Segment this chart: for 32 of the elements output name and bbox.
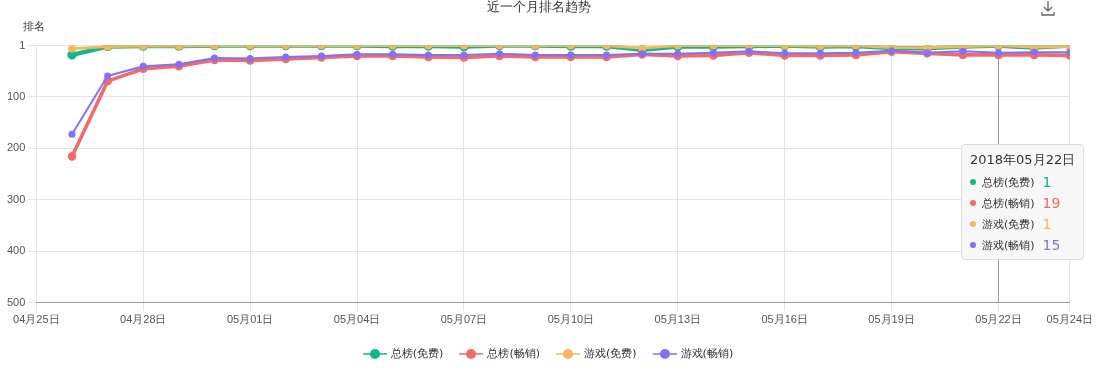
x-tick-label: 05月04日 [333,313,381,326]
x-tick-label: 05月22日 [975,313,1022,326]
legend-label: 总榜(畅销) [982,195,1035,211]
text: 总榜(畅销) [487,347,540,360]
text: 总榜(免费) [390,347,444,360]
y-tick-label: 100 [6,89,26,102]
y-tick-label: 300 [6,192,26,205]
x-tick-label: 05月07日 [440,313,488,326]
x-tick-label: 05月01日 [226,313,274,326]
y-axis-title: 排名 [23,19,46,33]
x-tick-label: 05月16日 [761,313,808,326]
legend-label: 游戏(免费) [982,216,1035,232]
y-tick-label: 1 [19,38,26,51]
y-tick-label: 400 [6,244,26,257]
x-tick-label: 05月13日 [654,313,702,326]
x-tick-label: 04月25日 [13,313,60,326]
text: 游戏(免费) [584,347,637,360]
x-tick-label: 05月10日 [547,313,595,326]
x-tick-label: 05月24日 [1046,313,1094,326]
y-tick-label: 500 [6,295,26,308]
annotation: 1 [1042,174,1052,190]
annotation: 2018年05月22日 [970,151,1076,169]
x-tick-label: 05月19日 [868,313,915,326]
y-tick-label: 200 [6,141,26,154]
legend-label: 总榜(免费) [982,174,1035,190]
chart-title: 近一个月排名趋势 [487,0,591,15]
annotation: 1 [1042,216,1052,232]
x-tick-label: 04月28日 [120,313,167,326]
legend-label: 游戏(畅销) [982,237,1035,253]
text: 游戏(畅销) [680,347,734,360]
annotation: 19 [1042,195,1061,211]
annotation: 15 [1042,237,1061,253]
